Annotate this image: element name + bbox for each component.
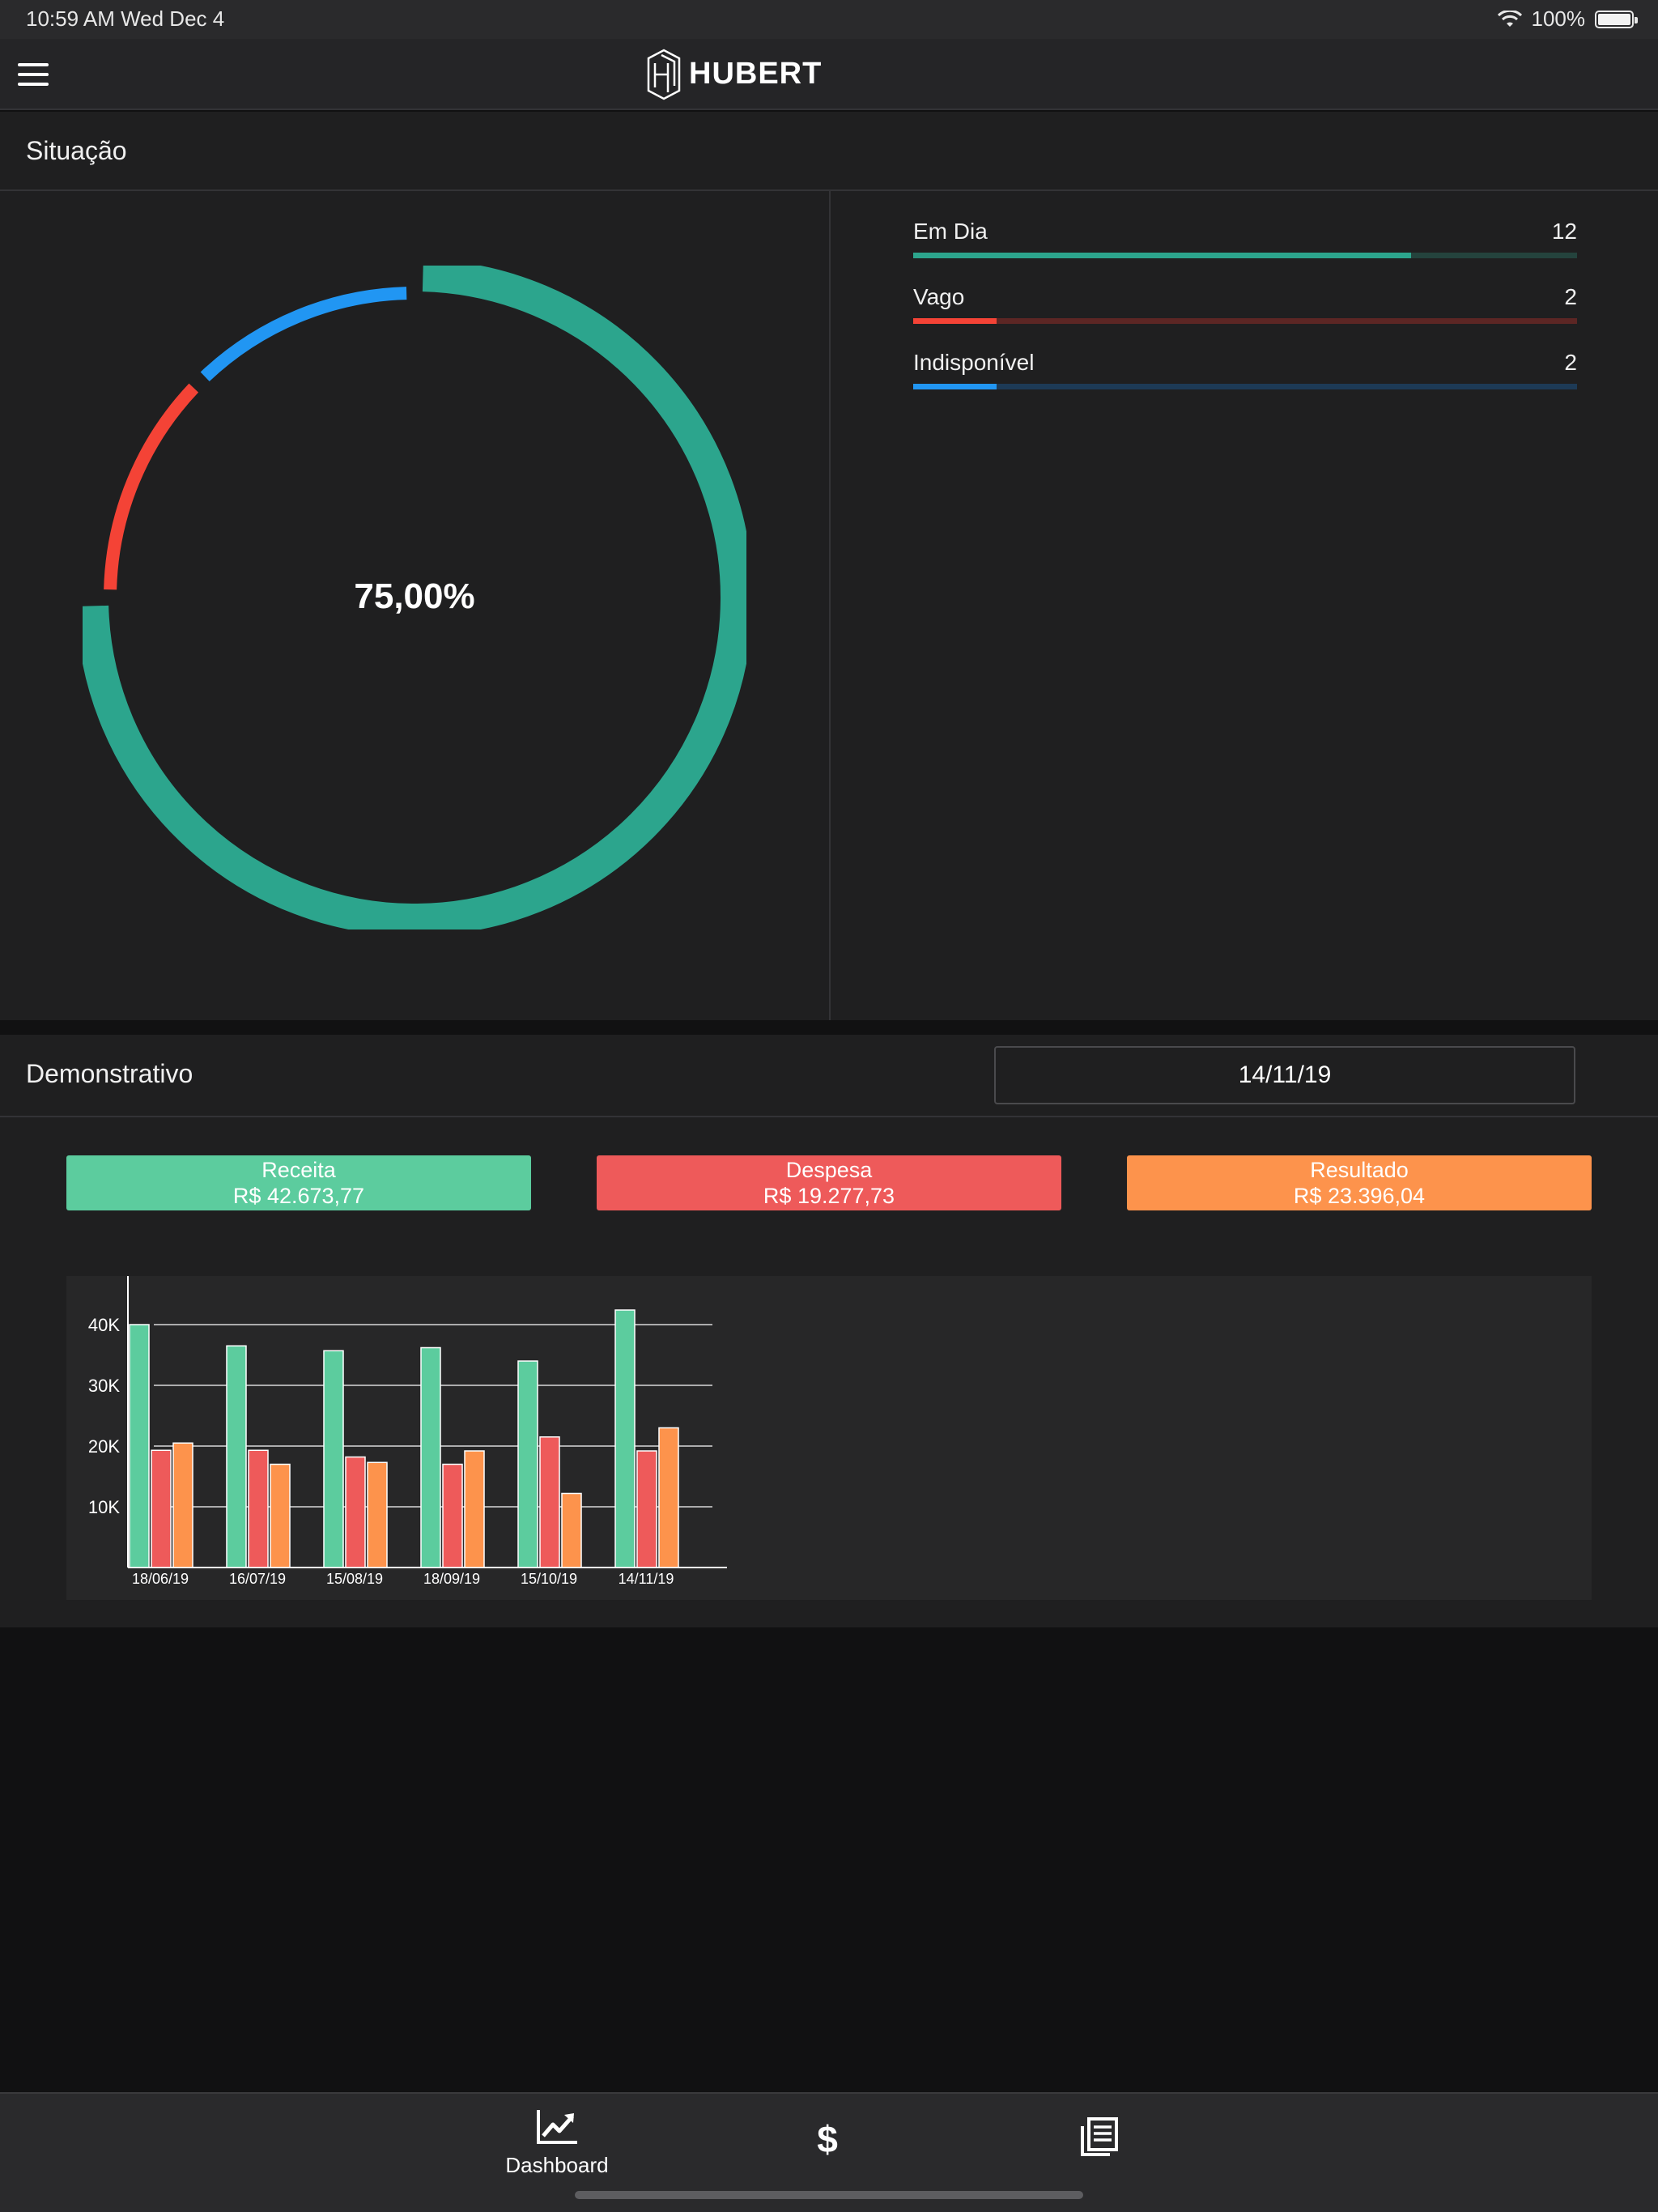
bar — [270, 1463, 291, 1568]
app-bar: HUBERT — [0, 39, 1658, 110]
legend-count: 12 — [1551, 219, 1577, 244]
status-indicators: 100% — [1497, 6, 1638, 32]
y-tick-label: 10K — [88, 1497, 120, 1517]
x-tick-label: 18/09/19 — [423, 1571, 480, 1587]
legend-progress-bar — [913, 318, 1577, 324]
bar — [345, 1456, 366, 1568]
tab-dashboard[interactable]: Dashboard — [476, 2108, 638, 2178]
y-tick-label: 30K — [88, 1376, 120, 1396]
demonstrativo-panel: Demonstrativo 14/11/19 Receita R$ 42.673… — [0, 1035, 1658, 1627]
demonstrativo-title: Demonstrativo — [26, 1059, 193, 1088]
bar — [539, 1436, 560, 1568]
wifi-icon — [1497, 10, 1522, 27]
x-tick-label: 16/07/19 — [229, 1571, 286, 1587]
bar — [442, 1463, 463, 1568]
bar — [561, 1492, 582, 1568]
tab-label: Dashboard — [505, 2153, 609, 2177]
kpi-despesa: Despesa R$ 19.277,73 — [597, 1155, 1061, 1210]
dollar-icon: $ — [817, 2118, 838, 2160]
bottom-tab-bar: Dashboard $ — [0, 2092, 1658, 2212]
tab-reports[interactable] — [1018, 2116, 1180, 2161]
trending-up-icon — [537, 2110, 577, 2144]
x-tick-label: 14/11/19 — [619, 1571, 674, 1587]
x-tick-label: 15/08/19 — [326, 1571, 383, 1587]
tab-finance[interactable]: $ — [746, 2116, 908, 2163]
donut-percentage: 75,00% — [354, 576, 475, 616]
kpi-title: Despesa — [785, 1158, 873, 1182]
status-time: 10:59 AM Wed Dec 4 — [26, 6, 225, 31]
status-bar: 10:59 AM Wed Dec 4 100% — [0, 0, 1658, 39]
legend-count: 2 — [1564, 350, 1577, 375]
legend-label: Em Dia — [913, 219, 988, 244]
situacao-title: Situação — [26, 136, 127, 165]
home-indicator — [575, 2191, 1083, 2199]
kpi-resultado: Resultado R$ 23.396,04 — [1127, 1155, 1592, 1210]
divider — [0, 189, 1658, 191]
situacao-panel: Situação 75,00% Em Dia 12 Vago 2 Indispo… — [0, 112, 1658, 1020]
kpi-receita: Receita R$ 42.673,77 — [66, 1155, 531, 1210]
legend-item-em-dia: Em Dia 12 — [913, 219, 1577, 258]
bar-chart-container: 10K 20K 30K 40K 18/06/19 16/07/19 15/08/19 18/0… — [66, 1276, 1592, 1600]
vertical-divider — [829, 191, 831, 1020]
bar — [464, 1450, 485, 1568]
bar — [172, 1442, 193, 1568]
menu-icon[interactable] — [18, 62, 49, 87]
battery-percent: 100% — [1531, 6, 1586, 31]
kpi-value: R$ 19.277,73 — [763, 1184, 895, 1208]
legend-label: Vago — [913, 284, 965, 309]
svg-text:$: $ — [817, 2118, 838, 2159]
bar — [658, 1427, 679, 1568]
legend-item-vago: Vago 2 — [913, 284, 1577, 324]
legend-label: Indisponível — [913, 350, 1035, 375]
bar — [248, 1449, 269, 1568]
bar — [129, 1324, 150, 1568]
battery-icon — [1595, 10, 1638, 28]
bar — [226, 1345, 247, 1568]
bar — [323, 1350, 344, 1568]
bar — [614, 1309, 636, 1568]
bar — [636, 1450, 657, 1568]
legend-count: 2 — [1564, 284, 1577, 309]
legend-item-indisponivel: Indisponível 2 — [913, 350, 1577, 389]
app-logo: HUBERT — [644, 47, 822, 100]
bar — [420, 1346, 441, 1568]
donut-slice — [83, 266, 746, 929]
legend-progress-bar — [913, 253, 1577, 258]
divider — [0, 1116, 1658, 1117]
date-selector[interactable]: 14/11/19 — [994, 1046, 1575, 1104]
donut-slice — [200, 287, 407, 382]
hubert-logo-icon — [647, 49, 681, 100]
legend-progress-bar — [913, 384, 1577, 389]
y-tick-label: 20K — [88, 1436, 120, 1457]
status-donut-chart — [83, 266, 746, 929]
kpi-value: R$ 42.673,77 — [232, 1184, 365, 1208]
bar — [517, 1360, 538, 1568]
bar — [367, 1461, 388, 1568]
kpi-title: Resultado — [1310, 1158, 1409, 1182]
donut-slice — [104, 383, 199, 590]
bar — [151, 1449, 172, 1568]
kpi-value: R$ 23.396,04 — [1293, 1184, 1426, 1208]
document-list-icon — [1081, 2117, 1118, 2156]
x-tick-label: 15/10/19 — [521, 1571, 577, 1587]
brand-name: HUBERT — [689, 56, 823, 91]
y-tick-label: 40K — [88, 1315, 120, 1335]
x-tick-label: 18/06/19 — [132, 1571, 189, 1587]
bar-chart: 10K 20K 30K 40K 18/06/19 16/07/19 15/08/19 18/0… — [88, 1276, 727, 1587]
kpi-title: Receita — [261, 1158, 336, 1182]
status-legend: Em Dia 12 Vago 2 Indisponível 2 — [913, 219, 1577, 389]
